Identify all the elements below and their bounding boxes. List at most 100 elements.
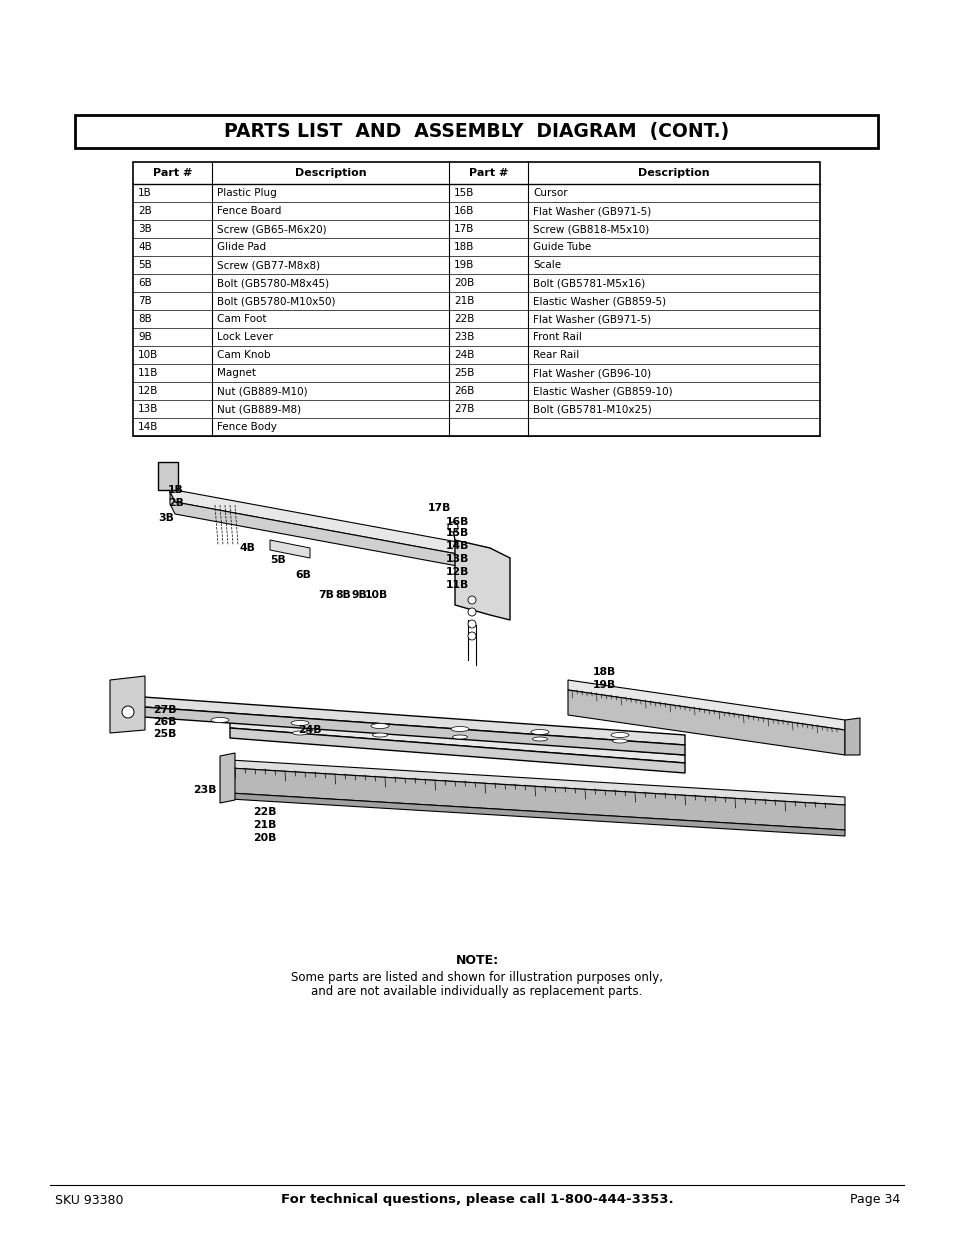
Text: 9B: 9B <box>352 590 367 600</box>
Text: Nut (GB889-M10): Nut (GB889-M10) <box>216 387 307 396</box>
Text: 25B: 25B <box>152 729 176 739</box>
Text: 12B: 12B <box>138 387 158 396</box>
Text: Rear Rail: Rear Rail <box>533 350 578 359</box>
Ellipse shape <box>610 732 628 737</box>
Text: 24B: 24B <box>454 350 474 359</box>
Text: 10B: 10B <box>365 590 388 600</box>
Text: 5B: 5B <box>270 555 286 564</box>
Ellipse shape <box>532 737 547 741</box>
Polygon shape <box>170 480 490 559</box>
Text: 20B: 20B <box>253 832 276 844</box>
Text: 20B: 20B <box>454 278 474 288</box>
Ellipse shape <box>371 724 389 729</box>
Text: Guide Tube: Guide Tube <box>533 242 591 252</box>
Text: Magnet: Magnet <box>216 368 255 378</box>
Text: Screw (GB65-M6x20): Screw (GB65-M6x20) <box>216 224 326 233</box>
Text: 16B: 16B <box>446 517 469 527</box>
Polygon shape <box>270 540 310 558</box>
Text: 2B: 2B <box>168 498 184 508</box>
Polygon shape <box>115 705 684 755</box>
Text: 7B: 7B <box>138 296 152 306</box>
Text: Scale: Scale <box>533 261 560 270</box>
Text: 11B: 11B <box>446 580 469 590</box>
Text: PARTS LIST  AND  ASSEMBLY  DIAGRAM  (CONT.): PARTS LIST AND ASSEMBLY DIAGRAM (CONT.) <box>224 122 728 141</box>
Text: 15B: 15B <box>446 529 469 538</box>
Text: 11B: 11B <box>138 368 158 378</box>
Text: 18B: 18B <box>454 242 474 252</box>
Circle shape <box>122 706 133 718</box>
Text: Glide Pad: Glide Pad <box>216 242 266 252</box>
Text: Flat Washer (GB971-5): Flat Washer (GB971-5) <box>533 206 651 216</box>
Text: Screw (GB818-M5x10): Screw (GB818-M5x10) <box>533 224 649 233</box>
Text: 27B: 27B <box>454 404 474 414</box>
Bar <box>132 162 820 436</box>
Text: 12B: 12B <box>446 567 469 577</box>
Bar <box>75 115 877 148</box>
Text: Bolt (GB5780-M10x50): Bolt (GB5780-M10x50) <box>216 296 335 306</box>
Text: 8B: 8B <box>138 314 152 324</box>
Text: 21B: 21B <box>253 820 276 830</box>
Polygon shape <box>567 680 844 730</box>
Ellipse shape <box>291 720 309 725</box>
Text: 22B: 22B <box>454 314 474 324</box>
Text: Cursor: Cursor <box>533 188 567 198</box>
Text: For technical questions, please call 1-800-444-3353.: For technical questions, please call 1-8… <box>280 1193 673 1207</box>
Text: 14B: 14B <box>138 422 158 432</box>
Text: Flat Washer (GB96-10): Flat Washer (GB96-10) <box>533 368 651 378</box>
Text: 6B: 6B <box>294 571 311 580</box>
Text: Nut (GB889-M8): Nut (GB889-M8) <box>216 404 301 414</box>
Polygon shape <box>110 676 145 734</box>
Polygon shape <box>115 695 684 745</box>
Text: Cam Foot: Cam Foot <box>216 314 266 324</box>
Polygon shape <box>220 753 234 803</box>
Text: 14B: 14B <box>446 541 469 551</box>
Circle shape <box>468 597 476 604</box>
Text: 7B: 7B <box>317 590 334 600</box>
Circle shape <box>468 632 476 640</box>
Text: Fence Body: Fence Body <box>216 422 276 432</box>
Text: 25B: 25B <box>454 368 474 378</box>
Text: 8B: 8B <box>335 590 351 600</box>
Text: 6B: 6B <box>138 278 152 288</box>
Ellipse shape <box>451 726 469 731</box>
Polygon shape <box>567 690 844 755</box>
Text: 16B: 16B <box>454 206 474 216</box>
Text: 1B: 1B <box>138 188 152 198</box>
Text: 23B: 23B <box>193 785 216 795</box>
Polygon shape <box>230 768 844 830</box>
Text: 4B: 4B <box>138 242 152 252</box>
Text: Cam Knob: Cam Knob <box>216 350 271 359</box>
Polygon shape <box>230 760 844 805</box>
Text: 15B: 15B <box>454 188 474 198</box>
Text: Part #: Part # <box>468 168 508 178</box>
Ellipse shape <box>612 739 627 743</box>
Circle shape <box>468 608 476 616</box>
Text: 13B: 13B <box>138 404 158 414</box>
Ellipse shape <box>531 730 548 735</box>
Text: 5B: 5B <box>138 261 152 270</box>
Ellipse shape <box>211 718 229 722</box>
Text: Part #: Part # <box>152 168 192 178</box>
Text: 18B: 18B <box>593 667 616 677</box>
Text: Description: Description <box>638 168 709 178</box>
Text: 3B: 3B <box>138 224 152 233</box>
Text: Flat Washer (GB971-5): Flat Washer (GB971-5) <box>533 314 651 324</box>
Text: 21B: 21B <box>454 296 474 306</box>
Text: 22B: 22B <box>253 806 276 818</box>
Circle shape <box>448 522 457 532</box>
Text: 4B: 4B <box>240 543 255 553</box>
Text: 23B: 23B <box>454 332 474 342</box>
Text: Elastic Washer (GB859-5): Elastic Washer (GB859-5) <box>533 296 665 306</box>
Text: SKU 93380: SKU 93380 <box>55 1193 123 1207</box>
Polygon shape <box>230 793 844 836</box>
Circle shape <box>468 620 476 629</box>
Text: Bolt (GB5781-M10x25): Bolt (GB5781-M10x25) <box>533 404 651 414</box>
Polygon shape <box>230 720 684 763</box>
Ellipse shape <box>372 734 387 737</box>
Text: 3B: 3B <box>158 513 173 522</box>
Text: Elastic Washer (GB859-10): Elastic Washer (GB859-10) <box>533 387 672 396</box>
Ellipse shape <box>452 735 467 739</box>
Text: NOTE:: NOTE: <box>455 953 498 967</box>
Text: Lock Lever: Lock Lever <box>216 332 273 342</box>
Text: Some parts are listed and shown for illustration purposes only,: Some parts are listed and shown for illu… <box>291 972 662 984</box>
